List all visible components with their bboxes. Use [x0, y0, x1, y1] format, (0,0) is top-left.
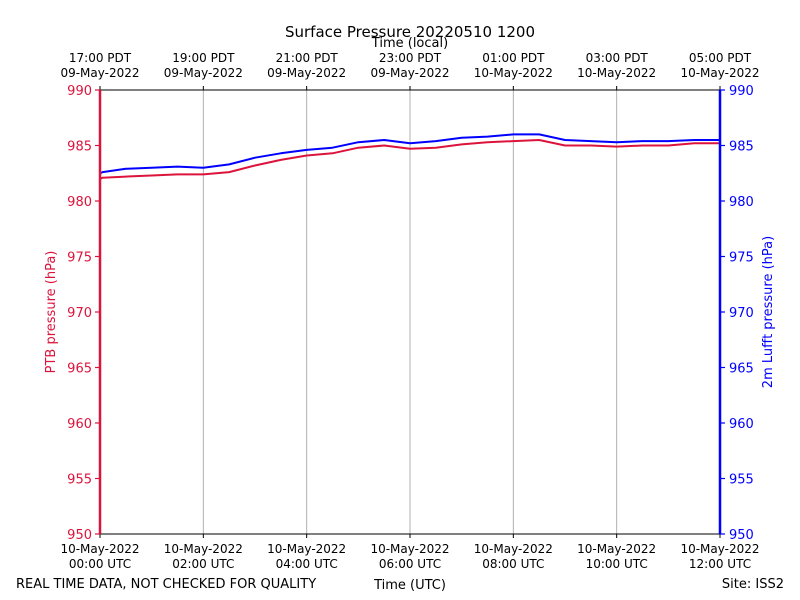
y-left-tick-label: 990: [67, 84, 92, 99]
x-tick-label: 10-May-2022 06:00 UTC: [370, 542, 449, 571]
top-axis-label: Time (local): [371, 36, 448, 51]
left-axis-label: PTB pressure (hPa): [44, 251, 59, 374]
site-label: Site: ISS2: [722, 577, 784, 592]
x2-tick-date: 09-May-2022: [267, 66, 346, 80]
x2-tick-time: 05:00 PDT: [689, 51, 752, 65]
x-tick-time: 12:00 UTC: [689, 557, 751, 571]
x-tick-label: 10-May-2022 10:00 UTC: [577, 542, 656, 571]
x-tick-date: 10-May-2022: [267, 542, 346, 556]
x-tick-time: 10:00 UTC: [586, 557, 648, 571]
y-right-tick-label: 955: [729, 473, 754, 488]
grid-lines: [202, 90, 618, 534]
x2-tick-date: 09-May-2022: [60, 66, 139, 80]
x2-tick-label: 05:00 PDT 10-May-2022: [680, 51, 759, 80]
x-tick-date: 10-May-2022: [164, 542, 243, 556]
x2-tick-date: 10-May-2022: [577, 66, 656, 80]
y-right-tick-label: 985: [729, 140, 754, 155]
x-tick-date: 10-May-2022: [680, 542, 759, 556]
x-tick-date: 10-May-2022: [577, 542, 656, 556]
x2-tick-time: 03:00 PDT: [586, 51, 649, 65]
y-right-tick-label: 950: [729, 528, 754, 543]
x2-tick-time: 01:00 PDT: [482, 51, 545, 65]
x-tick-time: 04:00 UTC: [276, 557, 338, 571]
x2-tick-label: 01:00 PDT 10-May-2022: [474, 51, 553, 80]
y-right-tick-label: 960: [729, 417, 754, 432]
x2-tick-label: 23:00 PDT 09-May-2022: [370, 51, 449, 80]
y-right-tick-label: 965: [729, 362, 754, 377]
x2-tick-label: 17:00 PDT 09-May-2022: [60, 51, 139, 80]
x-tick-label: 10-May-2022 04:00 UTC: [267, 542, 346, 571]
bottom-axis-label: Time (UTC): [373, 578, 446, 593]
y-left-tick-label: 955: [67, 473, 92, 488]
y-left-tick-label: 970: [67, 306, 92, 321]
x-tick-date: 10-May-2022: [60, 542, 139, 556]
series-line-lufft: [99, 133, 720, 175]
y-left-tick-label: 985: [67, 140, 92, 155]
x-tick-time: 00:00 UTC: [69, 557, 131, 571]
y-left-tick-label: 980: [67, 195, 92, 210]
series-lines: [99, 133, 720, 180]
x2-tick-label: 03:00 PDT 10-May-2022: [577, 51, 656, 80]
x2-tick-label: 19:00 PDT 09-May-2022: [164, 51, 243, 80]
y-right-tick-label: 975: [729, 251, 754, 266]
x2-tick-time: 17:00 PDT: [69, 51, 132, 65]
x-tick-time: 06:00 UTC: [379, 557, 441, 571]
x-tick-date: 10-May-2022: [474, 542, 553, 556]
y-right-tick-label: 980: [729, 195, 754, 210]
y-left-tick-label: 975: [67, 251, 92, 266]
x-tick-time: 08:00 UTC: [482, 557, 544, 571]
x-tick-date: 10-May-2022: [370, 542, 449, 556]
quality-disclaimer: REAL TIME DATA, NOT CHECKED FOR QUALITY: [16, 577, 316, 592]
y-left-tick-label: 950: [67, 528, 92, 543]
x-tick-label: 10-May-2022 08:00 UTC: [474, 542, 553, 571]
x2-tick-date: 09-May-2022: [164, 66, 243, 80]
y-left-tick-label: 965: [67, 362, 92, 377]
x-tick-time: 02:00 UTC: [172, 557, 234, 571]
x2-tick-date: 10-May-2022: [680, 66, 759, 80]
y-left-tick-label: 960: [67, 417, 92, 432]
x-tick-label: 10-May-2022 02:00 UTC: [164, 542, 243, 571]
x2-tick-date: 10-May-2022: [474, 66, 553, 80]
x-tick-label: 10-May-2022 12:00 UTC: [680, 542, 759, 571]
x2-tick-date: 09-May-2022: [370, 66, 449, 80]
x2-tick-time: 19:00 PDT: [172, 51, 235, 65]
x-tick-label: 10-May-2022 00:00 UTC: [60, 542, 139, 571]
y-right-tick-label: 970: [729, 306, 754, 321]
right-axis-label: 2m Lufft pressure (hPa): [761, 236, 776, 388]
y-right-tick-label: 990: [729, 84, 754, 99]
x2-tick-time: 21:00 PDT: [276, 51, 339, 65]
series-line-ptb: [99, 139, 720, 180]
x2-tick-label: 21:00 PDT 09-May-2022: [267, 51, 346, 80]
x2-tick-time: 23:00 PDT: [379, 51, 442, 65]
chart-title: Surface Pressure 20220510 1200: [285, 23, 535, 41]
